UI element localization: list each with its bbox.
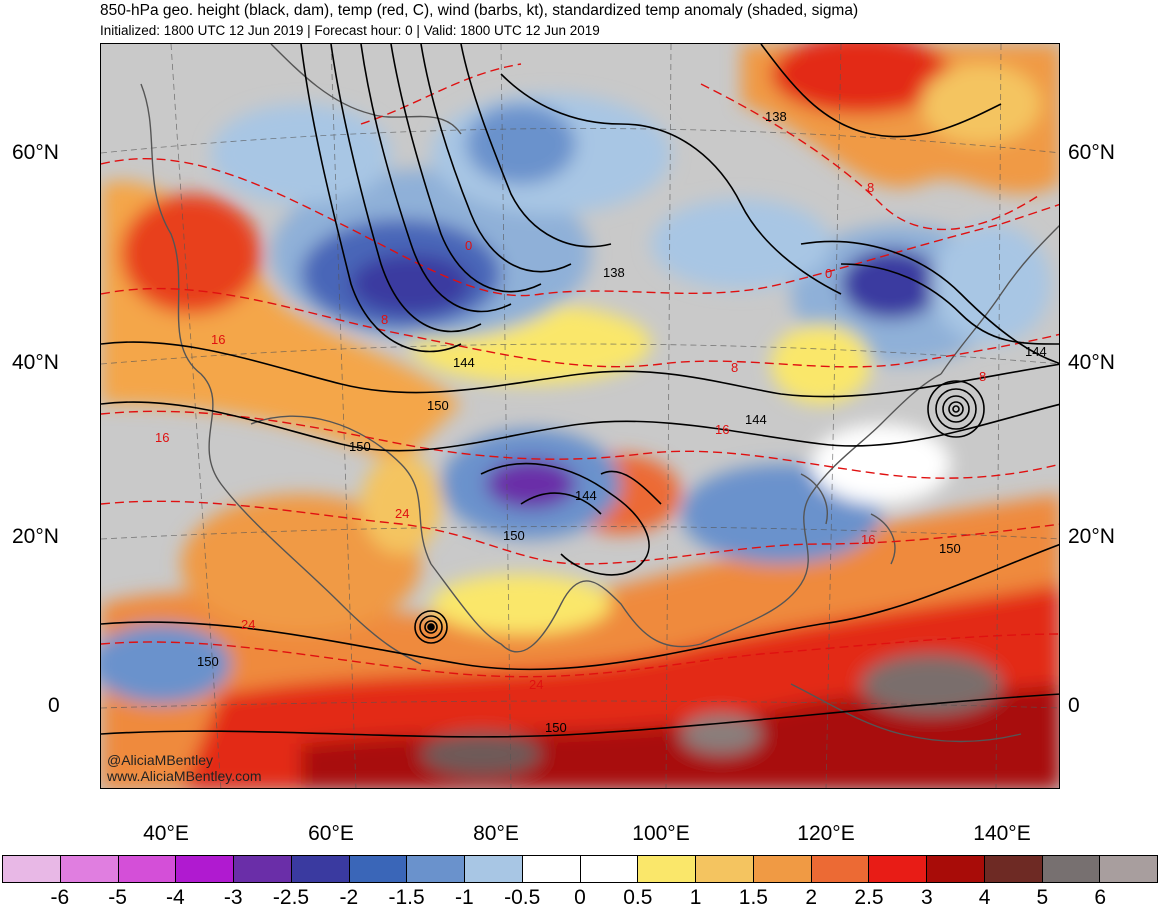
lat-label-left: 40°N <box>12 351 59 374</box>
anomaly-colorbar <box>2 855 1158 883</box>
colorbar-tick-label: 2 <box>805 886 818 909</box>
colorbar-tick-label: -2 <box>339 886 359 909</box>
colorbar-swatch <box>234 856 292 882</box>
temperature-contour-labels: 8 0 8 16 16 24 8 0 8 16 24 16 24 <box>155 180 986 692</box>
height-label: 150 <box>427 398 449 413</box>
map-panel: 138 138 144 150 150 144 144 150 150 150 … <box>100 43 1060 789</box>
height-label: 138 <box>603 265 625 280</box>
temp-label: 8 <box>979 369 986 384</box>
colorbar-tick-label: -4 <box>166 886 185 909</box>
height-label: 150 <box>545 720 567 735</box>
height-label: 144 <box>575 488 597 503</box>
lon-label: 100°E <box>632 822 690 845</box>
temp-label: 8 <box>731 360 738 375</box>
lat-label-left: 60°N <box>12 141 59 164</box>
height-contour-labels: 138 138 144 150 150 144 144 150 150 150 … <box>197 109 1047 735</box>
colorbar-tick-label: -2.5 <box>272 886 310 909</box>
temp-label: 16 <box>155 430 169 445</box>
colorbar-swatch <box>1042 856 1101 882</box>
colorbar-swatch <box>869 856 927 882</box>
map-subtitle: Initialized: 1800 UTC 12 Jun 2019 | Fore… <box>100 23 600 38</box>
graticule <box>101 44 1059 788</box>
colorbar-swatch <box>291 856 350 882</box>
temp-label: 16 <box>211 332 225 347</box>
credit-handle: @AliciaMBentley <box>107 752 214 768</box>
lon-label: 60°E <box>308 822 354 845</box>
temperature-contours <box>101 63 1059 678</box>
temp-label: 16 <box>715 422 729 437</box>
colorbar-swatch <box>118 856 177 882</box>
lon-label: 80°E <box>473 822 519 845</box>
colorbar-tick-label: 1.5 <box>738 886 768 909</box>
lat-label-right: 40°N <box>1068 351 1115 374</box>
colorbar-tick-label: 2.5 <box>854 886 884 909</box>
height-label: 150 <box>939 541 961 556</box>
colorbar-swatch <box>176 856 234 882</box>
credit-website: www.AliciaMBentley.com <box>107 768 262 784</box>
temp-label: 8 <box>381 312 388 327</box>
anomaly-shading <box>101 44 1059 788</box>
lat-label-right: 0 <box>1068 694 1080 717</box>
lat-label-left: 0 <box>48 694 60 717</box>
temp-label: 24 <box>395 506 409 521</box>
lat-label-right: 60°N <box>1068 141 1115 164</box>
colorbar-swatch <box>465 856 523 882</box>
colorbar-tick-label: -1.5 <box>388 886 425 909</box>
temp-label: 24 <box>529 677 543 692</box>
colorbar-tick-label: -0.5 <box>504 886 541 909</box>
height-label: 144 <box>1025 344 1047 359</box>
height-label: 150 <box>503 528 525 543</box>
cyclone-contours <box>414 380 985 644</box>
colorbar-swatch <box>753 856 812 882</box>
colorbar-swatch <box>811 856 870 882</box>
colorbar-swatch <box>696 856 754 882</box>
colorbar-tick-label: 0 <box>574 886 586 909</box>
temp-label: 16 <box>861 532 875 547</box>
colorbar-swatch <box>60 856 119 882</box>
colorbar-tick-label: 3 <box>920 886 933 909</box>
colorbar-tick-label: 0.5 <box>623 886 653 909</box>
colorbar-swatch <box>984 856 1043 882</box>
colorbar-tick-label: 1 <box>689 886 702 909</box>
colorbar-swatch <box>927 856 985 882</box>
colorbar-swatch <box>638 856 696 882</box>
colorbar-tick-label: -5 <box>108 886 127 909</box>
colorbar-swatch <box>3 856 61 882</box>
colorbar-tick-label: 6 <box>1094 886 1107 909</box>
lat-label-right: 20°N <box>1068 525 1115 548</box>
map-title: 850-hPa geo. height (black, dam), temp (… <box>100 2 859 19</box>
lat-label-left: 20°N <box>12 525 59 548</box>
colorbar-tick-label: -3 <box>223 886 243 909</box>
temp-label: 8 <box>867 180 874 195</box>
lon-label: 40°E <box>143 822 189 845</box>
height-label: 138 <box>765 109 787 124</box>
temp-label: 0 <box>825 266 832 281</box>
colorbar-tick-label: 4 <box>978 886 991 909</box>
colorbar-tick-label: -6 <box>50 886 70 909</box>
colorbar-swatch <box>349 856 408 882</box>
map-canvas: 138 138 144 150 150 144 144 150 150 150 … <box>101 44 1059 788</box>
height-label: 150 <box>349 439 371 454</box>
height-contours <box>101 44 1059 738</box>
temp-label: 24 <box>241 617 255 632</box>
colorbar-swatch <box>1100 856 1157 882</box>
height-label: 144 <box>453 355 475 370</box>
temp-label: 0 <box>465 238 472 253</box>
height-label: 150 <box>197 654 219 669</box>
colorbar-tick-label: 5 <box>1036 886 1049 909</box>
colorbar-swatch <box>522 856 581 882</box>
colorbar-swatch <box>580 856 639 882</box>
height-label: 144 <box>745 412 767 427</box>
coastlines <box>140 44 1059 743</box>
colorbar-swatch <box>407 856 465 882</box>
lon-label: 140°E <box>973 822 1031 845</box>
colorbar-tick-label: -1 <box>455 886 474 909</box>
lon-label: 120°E <box>797 822 855 845</box>
